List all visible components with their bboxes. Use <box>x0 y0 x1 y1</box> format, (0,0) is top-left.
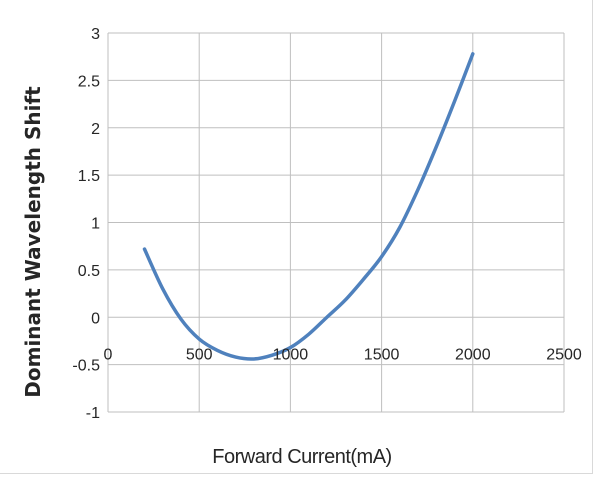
x-tick-label: 1000 <box>273 346 309 363</box>
y-tick-label: 1 <box>91 216 100 233</box>
series-line <box>142 52 475 361</box>
grid <box>107 32 565 413</box>
y-tick-label: 2.5 <box>78 73 100 90</box>
x-tick-label: 0 <box>104 346 113 363</box>
y-tick-label: -1 <box>86 405 100 422</box>
y-tick-label: 3 <box>91 26 100 43</box>
y-tick-labels: -1 -0.5 0 0.5 1 1.5 2 2.5 3 <box>72 26 100 422</box>
series-layer <box>142 52 475 361</box>
y-tick-label: -0.5 <box>72 358 100 375</box>
x-tick-label: 1500 <box>364 346 400 363</box>
y-tick-label: 0 <box>91 310 100 327</box>
x-axis-title: Forward Current(mA) <box>212 446 391 468</box>
y-tick-label: 0.5 <box>78 263 100 280</box>
x-tick-label: 500 <box>186 346 213 363</box>
y-axis-title: Dominant Wavelength Shift <box>21 86 45 398</box>
y-tick-label: 2 <box>91 121 100 138</box>
x-tick-label: 2500 <box>546 346 582 363</box>
y-tick-label: 1.5 <box>78 168 100 185</box>
x-tick-label: 2000 <box>455 346 491 363</box>
x-tick-labels: 0 500 1000 1500 2000 2500 <box>104 346 582 363</box>
